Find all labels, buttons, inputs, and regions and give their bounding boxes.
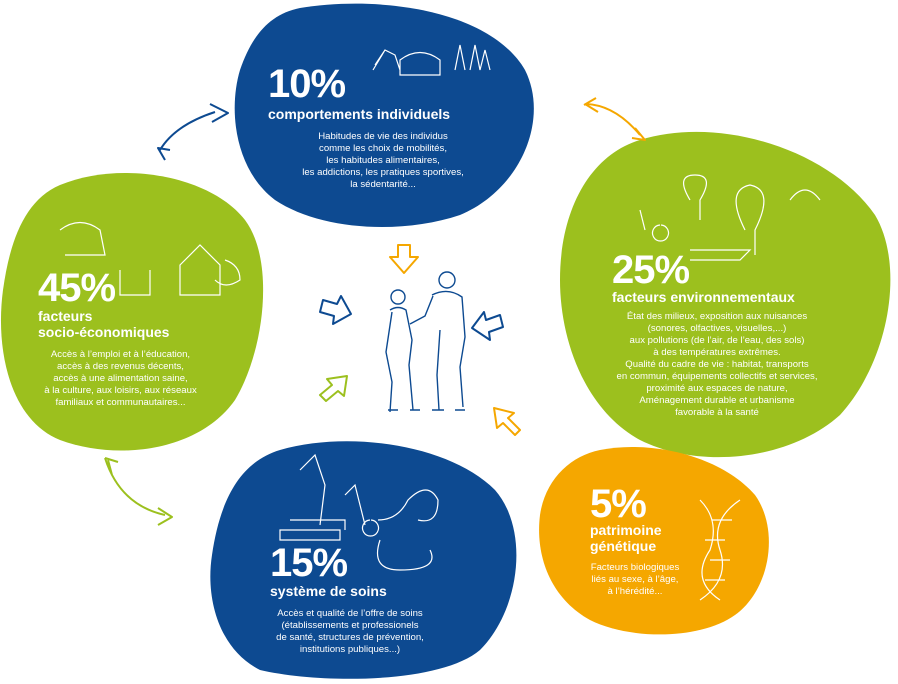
title: système de soins [270, 583, 387, 599]
arrow-upright-green [319, 375, 348, 402]
description: Accès et qualité de l’offre de soins (ét… [276, 608, 424, 655]
blob-environment [560, 131, 891, 458]
arrow-upleft-orange [493, 407, 521, 436]
block-individual: 10% comportements individuels Habitudes … [268, 64, 508, 191]
double-arrow-orange-top [583, 97, 646, 141]
description: Facteurs biologiques liés au sexe, à l’â… [590, 562, 680, 597]
title: facteurs socio-économiques [38, 308, 170, 340]
double-arrow-blue [157, 103, 229, 161]
title: facteurs environnementaux [612, 289, 795, 305]
arrow-down-orange [389, 244, 419, 274]
block-care: 15% système de soins Accès et qualité de… [270, 543, 470, 656]
percent: 5% [590, 482, 647, 526]
decorative-line-illustrations [59, 44, 821, 601]
percent: 10% [268, 62, 346, 106]
block-environment: 25% facteurs environnementaux État des m… [612, 250, 842, 419]
blob-genetic [539, 447, 769, 635]
percent: 25% [612, 248, 690, 292]
title: comportements individuels [268, 106, 451, 122]
percent: 45% [38, 266, 116, 310]
arrow-left-blue [471, 311, 504, 341]
percent: 15% [270, 541, 348, 585]
arrow-right-blue [319, 295, 352, 325]
double-arrow-green-left [104, 457, 173, 526]
blob-socio [0, 172, 264, 451]
description: Accès à l’emploi et à l’éducation, accès… [44, 349, 197, 408]
title: patrimoine génétique [590, 522, 662, 554]
blob-care [210, 441, 517, 679]
blob-individual [234, 3, 534, 227]
description: État des milieux, exposition aux nuisanc… [616, 311, 818, 418]
two-people-illustration [385, 271, 466, 413]
block-socio: 45% facteurs socio-économiques Accès à l… [38, 268, 238, 409]
description: Habitudes de vie des individus comme les… [302, 131, 464, 190]
block-genetic: 5% patrimoine génétique Facteurs biologi… [590, 484, 710, 598]
